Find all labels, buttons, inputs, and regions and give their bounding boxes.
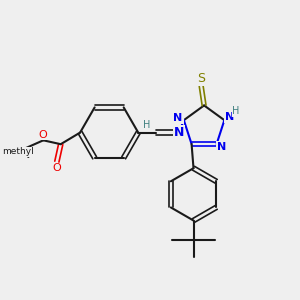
Text: O: O: [52, 164, 61, 173]
Text: N: N: [217, 142, 226, 152]
Text: S: S: [197, 72, 205, 85]
Text: N: N: [225, 112, 234, 122]
Text: O: O: [38, 130, 47, 140]
Text: N: N: [173, 113, 183, 123]
Text: N: N: [174, 126, 184, 139]
Text: H: H: [232, 106, 240, 116]
Text: H: H: [143, 120, 151, 130]
Text: methyl: methyl: [1, 148, 35, 158]
Text: methyl: methyl: [2, 147, 34, 156]
